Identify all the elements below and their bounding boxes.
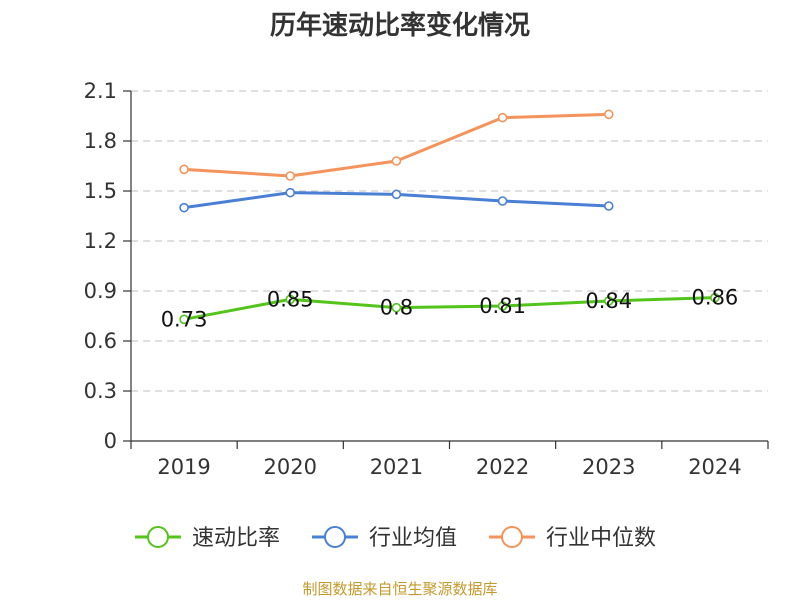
x-tick-label: 2023 (582, 455, 635, 479)
source-note: 制图数据来自恒生聚源数据库 (302, 580, 497, 598)
data-point[interactable] (603, 201, 614, 211)
data-label: 0.85 (267, 287, 314, 311)
data-point[interactable] (285, 171, 296, 181)
legend-label: 速动比率 (192, 526, 280, 551)
data-label: 0.84 (585, 289, 632, 313)
series-line (183, 296, 715, 321)
data-point[interactable] (710, 292, 720, 303)
data-point[interactable] (391, 302, 402, 313)
y-tick-label: 0.3 (84, 379, 117, 403)
legend[interactable]: 速动比率 行业均值 行业中位数 (135, 526, 656, 551)
legend-marker (501, 526, 523, 548)
legend-marker (324, 526, 346, 548)
data-label: 0.8 (380, 296, 413, 320)
x-tick-label: 2021 (370, 455, 423, 479)
x-tick-label: 2020 (264, 455, 317, 479)
series-2 (179, 109, 614, 181)
data-point[interactable] (497, 196, 508, 206)
y-tick-label: 1.5 (84, 179, 117, 203)
grid-lines (131, 90, 768, 392)
data-point[interactable] (497, 112, 508, 123)
legend-label: 行业均值 (369, 526, 457, 551)
data-point[interactable] (391, 189, 402, 200)
y-tick-label: 2.1 (84, 79, 117, 103)
y-tick-label: 0.9 (84, 279, 117, 303)
data-point[interactable] (179, 202, 189, 213)
chart-title: 历年速动比率变化情况 (270, 10, 530, 41)
y-tick-label: 1.8 (84, 129, 117, 153)
x-tick-label: 2019 (157, 455, 210, 479)
data-point[interactable] (179, 164, 189, 175)
series-line (183, 112, 609, 178)
data-label: 0.86 (692, 286, 739, 310)
data-point[interactable] (285, 187, 296, 198)
x-tick-label: 2024 (688, 455, 741, 479)
x-tick-label: 2022 (476, 455, 529, 479)
data-point[interactable] (179, 314, 189, 325)
data-point[interactable] (603, 296, 614, 306)
data-point[interactable] (497, 301, 508, 311)
series-group (179, 109, 720, 325)
y-tick-label: 0.6 (84, 329, 117, 353)
axes: 0 0.3 0.6 0.9 1.2 1.5 1.8 2.1 2019 2020 2021 2022 20… (84, 79, 769, 479)
y-tick-label: 1.2 (84, 229, 117, 253)
legend-marker (147, 526, 169, 548)
data-labels: 0.73 0.85 0.8 0.81 0.84 0.86 (161, 286, 739, 332)
data-point[interactable] (285, 294, 296, 305)
data-label: 0.73 (161, 307, 208, 331)
series-0 (179, 292, 720, 325)
legend-item-0[interactable]: 速动比率 (135, 526, 280, 551)
series-1 (179, 187, 614, 213)
legend-label: 行业中位数 (546, 526, 656, 551)
data-point[interactable] (391, 156, 402, 166)
data-point[interactable] (603, 109, 614, 120)
legend-item-2[interactable]: 行业中位数 (489, 526, 656, 551)
y-tick-label: 0 (104, 429, 117, 453)
data-label: 0.81 (479, 294, 526, 318)
legend-item-1[interactable]: 行业均值 (312, 526, 457, 551)
